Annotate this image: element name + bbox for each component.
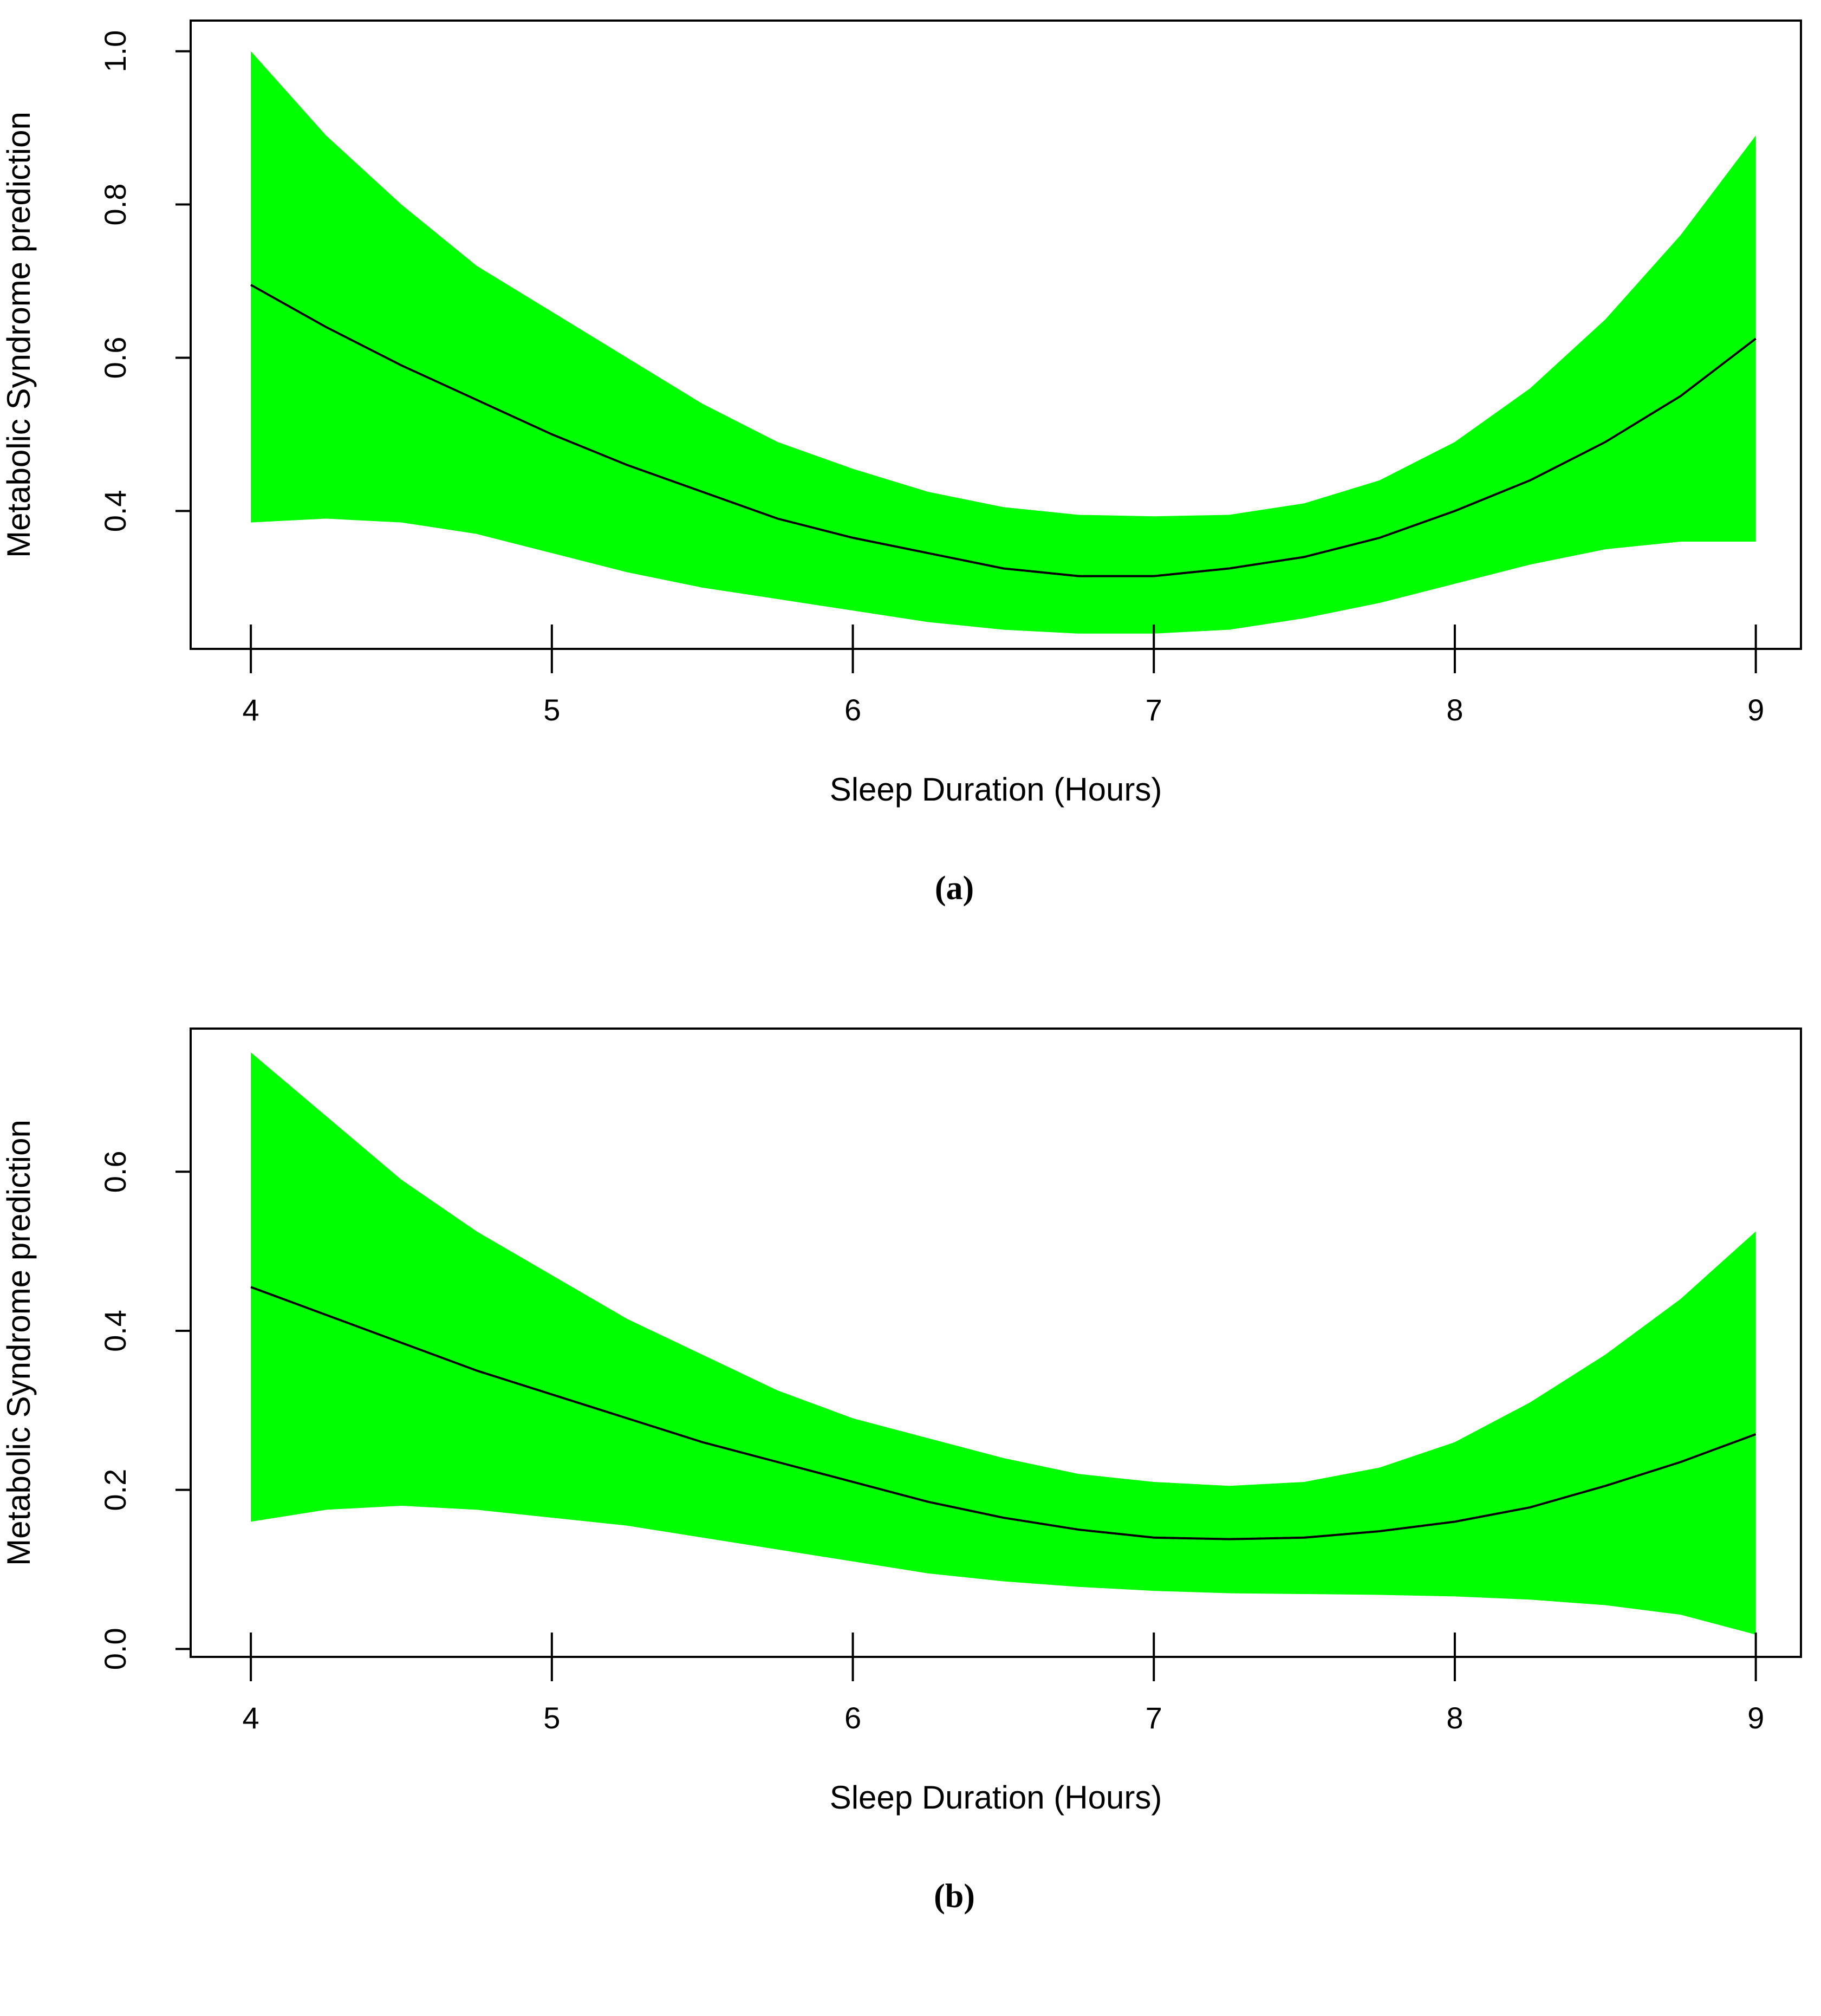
y-axis-title: Metabolic Syndrome prediction <box>1 1120 37 1566</box>
panel-b: 4 5 6 7 8 9 0.0 0.2 0.4 0.6 Sleep Duration (Hours)… <box>0 1008 1821 2016</box>
y-tick-label: 0.6 <box>98 337 132 379</box>
x-tick-label: 4 <box>243 693 259 727</box>
x-tick-label: 8 <box>1446 1701 1463 1735</box>
chart-a: 4 5 6 7 8 9 0.4 0.6 0.8 1.0 Sleep Duration (Hours)… <box>1 19 1802 907</box>
x-tick-label: 9 <box>1747 693 1764 727</box>
y-tick-label: 0.8 <box>98 184 132 226</box>
x-tick-label: 6 <box>844 693 861 727</box>
y-tick-label: 0.6 <box>98 1150 132 1193</box>
panel-caption: (a) <box>935 870 974 907</box>
y-axis-title: Metabolic Syndrome prediction <box>1 112 37 558</box>
x-tick-label: 7 <box>1146 693 1162 727</box>
x-tick-label: 7 <box>1146 1701 1162 1735</box>
x-axis-title: Sleep Duration (Hours) <box>830 771 1162 808</box>
y-tick-label: 0.4 <box>98 490 132 532</box>
y-tick-label: 0.0 <box>98 1628 132 1670</box>
x-tick-label: 8 <box>1446 693 1463 727</box>
x-axis-title: Sleep Duration (Hours) <box>830 1779 1162 1816</box>
y-tick-label: 1.0 <box>98 30 132 73</box>
fit-line <box>250 1286 1757 1540</box>
y-tick-label: 0.4 <box>98 1310 132 1352</box>
y-tick-label: 0.2 <box>98 1469 132 1511</box>
panel-a: 4 5 6 7 8 9 0.4 0.6 0.8 1.0 Sleep Duration (Hours)… <box>1 19 1802 907</box>
fit-line <box>250 284 1757 577</box>
x-tick-label: 6 <box>844 1701 861 1735</box>
confidence-band <box>251 51 1756 634</box>
x-tick-label: 9 <box>1747 1701 1764 1735</box>
x-tick-label: 5 <box>543 693 560 727</box>
x-tick-label: 4 <box>243 1701 259 1735</box>
chart-b: 4 5 6 7 8 9 0.0 0.2 0.4 0.6 Sleep Duration (Hours)… <box>1 1027 1802 1915</box>
confidence-band <box>251 1052 1756 1635</box>
panel-caption: (b) <box>934 1878 975 1915</box>
x-tick-label: 5 <box>543 1701 560 1735</box>
